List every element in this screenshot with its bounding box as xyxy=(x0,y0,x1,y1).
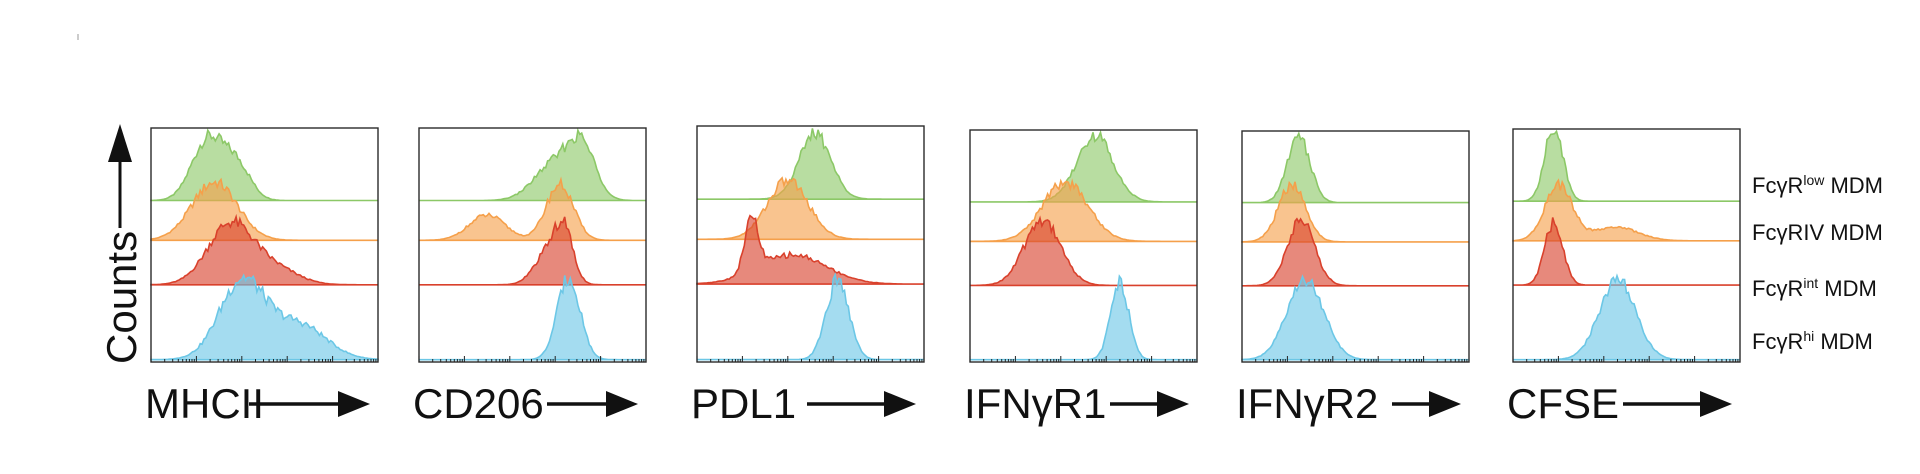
histogram-panel-4: IFNγR1 xyxy=(964,129,1198,427)
histogram-series-3 xyxy=(696,214,924,285)
histogram-panel-1: MHCII xyxy=(145,127,379,427)
histogram-series-3 xyxy=(970,215,1197,287)
legend-suffix: MDM xyxy=(1814,329,1873,354)
x-axis-label: MHCII xyxy=(145,380,264,427)
y-axis-arrow-head xyxy=(108,124,132,162)
legend-base: FcγR xyxy=(1752,329,1803,354)
histogram-panel-2: CD206 xyxy=(413,127,647,427)
legend-suffix: MDM xyxy=(1824,173,1883,198)
x-axis-arrow-head xyxy=(338,391,370,417)
histogram-series-3 xyxy=(419,216,646,286)
histogram-series-4 xyxy=(970,274,1197,361)
legend-entry-4: FcγRhi MDM xyxy=(1752,328,1873,354)
histogram-panel-3: PDL1 xyxy=(691,125,925,427)
histogram-series-3 xyxy=(1513,217,1740,286)
x-axis-ticks xyxy=(1512,356,1739,362)
legend-superscript: hi xyxy=(1803,328,1814,344)
panel-frame xyxy=(696,125,925,363)
x-axis-arrow-head xyxy=(1157,391,1189,417)
histogram-series-1 xyxy=(1513,129,1740,202)
histogram-series-4 xyxy=(1513,273,1740,361)
x-axis-ticks xyxy=(1241,356,1468,362)
legend-superscript: int xyxy=(1803,275,1818,291)
panel-frame xyxy=(969,129,1198,363)
histogram-series-4 xyxy=(1241,274,1469,361)
histogram-panel-6: CFSE xyxy=(1507,128,1741,427)
legend-base: FcγRIV MDM xyxy=(1752,220,1883,245)
x-axis-label: CD206 xyxy=(413,380,544,427)
histogram-series-2 xyxy=(419,176,646,242)
histogram-series-4 xyxy=(697,272,924,361)
histogram-panels: MHCII CD206 PDL1 IFNγR1 IFNγR2 CFSE xyxy=(145,125,1741,427)
x-axis-arrow-head xyxy=(1700,391,1732,417)
legend-entry-3: FcγRint MDM xyxy=(1752,275,1877,301)
y-axis-label: Counts xyxy=(98,231,145,364)
histogram-series-1 xyxy=(150,128,378,202)
histogram-series-1 xyxy=(419,127,646,202)
legend-entry-1: FcγRlow MDM xyxy=(1752,172,1883,198)
x-axis-label: PDL1 xyxy=(691,380,796,427)
x-axis-arrow-head xyxy=(884,391,916,417)
panel-frame xyxy=(1241,130,1470,363)
histogram-series-1 xyxy=(1242,131,1469,204)
histogram-series-3 xyxy=(1242,217,1469,287)
histogram-series-2 xyxy=(1241,180,1469,243)
x-axis-label: IFNγR1 xyxy=(964,380,1106,427)
x-axis-arrow-head xyxy=(1429,391,1461,417)
histogram-series-3 xyxy=(150,213,378,286)
histogram-series-4 xyxy=(150,273,379,361)
x-axis-ticks xyxy=(969,356,1196,362)
panel-frame xyxy=(150,127,379,363)
x-axis-arrow-head xyxy=(606,391,638,417)
x-axis-label: CFSE xyxy=(1507,380,1619,427)
x-axis-label: IFNγR2 xyxy=(1236,380,1378,427)
y-axis: Counts xyxy=(98,124,145,364)
histogram-panel-5: IFNγR2 xyxy=(1236,130,1470,427)
histogram-series-2 xyxy=(969,178,1197,243)
x-axis-ticks xyxy=(418,356,645,362)
legend-entry-2: FcγRIV MDM xyxy=(1752,220,1883,245)
x-axis-ticks xyxy=(150,356,377,362)
panel-frame xyxy=(418,127,647,363)
legend-base: FcγR xyxy=(1752,173,1803,198)
panel-frame xyxy=(1512,128,1741,363)
histogram-series-1 xyxy=(697,128,924,200)
histogram-series-1 xyxy=(970,129,1197,203)
legend-suffix: MDM xyxy=(1818,276,1877,301)
legend-superscript: low xyxy=(1803,172,1825,188)
x-axis-ticks xyxy=(696,356,923,362)
legend-base: FcγR xyxy=(1752,276,1803,301)
histogram-series-2 xyxy=(1512,178,1740,242)
histogram-series-2 xyxy=(150,177,378,242)
histogram-series-4 xyxy=(419,275,646,361)
